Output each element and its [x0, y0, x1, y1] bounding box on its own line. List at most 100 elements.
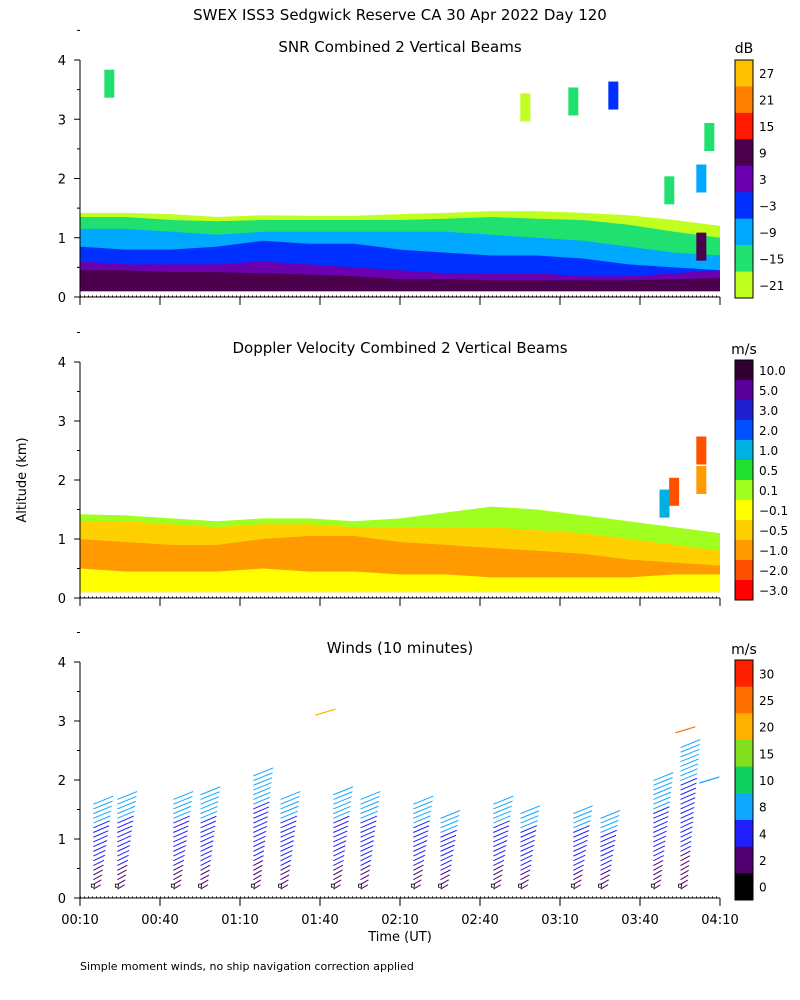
colorbar-label: 30 — [759, 667, 774, 681]
colorbar-label: 0 — [759, 881, 767, 895]
colorbar-swatch — [735, 846, 753, 874]
wind-barb — [93, 825, 110, 833]
wind-barb — [573, 844, 587, 852]
wind-barb — [200, 850, 213, 857]
wind-barb — [680, 753, 700, 763]
wind-barb — [253, 860, 264, 866]
wind-barb — [413, 859, 425, 866]
surface-marker — [678, 883, 682, 888]
colorbar-frame — [734, 359, 754, 601]
wind-profile-7 — [358, 791, 381, 890]
wind-barb — [413, 830, 429, 838]
wind-barb — [200, 805, 218, 815]
wind-barb — [173, 874, 183, 881]
wind-barb — [520, 879, 529, 885]
colorbar-swatch — [735, 560, 753, 581]
colorbar-label: 4 — [759, 827, 767, 841]
wind-barb — [173, 884, 181, 890]
wind-barb — [200, 796, 220, 805]
wind-barb — [573, 864, 584, 871]
winds-colorbar-unit: m/s — [731, 642, 757, 658]
wind-barb — [253, 777, 273, 786]
isolated-barb-1 — [675, 726, 696, 734]
wind-barb — [333, 810, 351, 819]
wind-barb — [333, 840, 347, 848]
wind-barb — [360, 874, 370, 881]
x-tick-label: 04:10 — [701, 913, 738, 928]
wind-barb — [413, 884, 421, 890]
wind-barb — [280, 869, 290, 876]
wind-barb — [653, 855, 664, 862]
wind-barb — [93, 874, 103, 881]
y-axis-label: Altitude (km) — [15, 437, 30, 522]
surface-marker — [570, 883, 575, 888]
wind-barb — [253, 830, 267, 838]
wind-profile-8 — [410, 795, 434, 890]
colorbar-label: 15 — [759, 120, 774, 134]
wind-barb — [333, 801, 352, 810]
wind-barb — [680, 879, 689, 885]
wind-barb — [333, 884, 341, 890]
wind-barb — [680, 768, 698, 777]
wind-barb — [117, 869, 127, 876]
doppler-colorbar-unit: m/s — [731, 342, 757, 358]
colorbar-swatch — [735, 686, 753, 714]
colorbar-swatch — [735, 540, 753, 561]
wind-barb — [573, 854, 586, 862]
snr-panel-title: SNR Combined 2 Vertical Beams — [278, 38, 521, 56]
wind-barb — [520, 839, 535, 848]
wind-barb — [493, 815, 511, 824]
wind-barb — [440, 844, 455, 852]
wind-barb — [360, 805, 379, 815]
wind-barb — [600, 839, 616, 848]
wind-barb — [200, 859, 212, 866]
wind-barb — [253, 821, 268, 829]
wind-barb — [93, 815, 111, 824]
wind-barb — [520, 825, 538, 833]
colorbar-label: 3 — [759, 173, 767, 187]
wind-barb — [573, 805, 593, 815]
wind-barb — [573, 874, 583, 881]
wind-barb — [333, 796, 352, 805]
wind-barb — [173, 845, 187, 852]
upper-echo-7 — [696, 232, 707, 261]
wind-barb — [653, 801, 671, 810]
wind-barb — [253, 845, 265, 852]
y-tick-label: 2 — [58, 774, 66, 789]
wind-barb — [280, 835, 295, 843]
wind-barb — [253, 874, 262, 881]
wind-barb — [280, 800, 300, 810]
wind-barb — [653, 786, 672, 796]
wind-barb — [280, 810, 298, 819]
wind-barb — [173, 810, 191, 819]
wind-barb — [117, 815, 134, 824]
wind-barb — [440, 879, 450, 885]
wind-barb — [413, 879, 422, 885]
wind-barb — [333, 845, 346, 852]
wind-barb — [253, 850, 265, 857]
wind-barb — [680, 787, 697, 796]
wind-barb — [680, 763, 699, 772]
wind-barb — [493, 840, 508, 848]
wind-barb — [440, 824, 458, 833]
wind-barb — [493, 810, 512, 819]
wind-barb — [680, 777, 698, 786]
wind-barb — [680, 821, 694, 829]
wind-barb — [493, 805, 513, 815]
wind-barb — [413, 805, 433, 815]
wind-barb — [573, 834, 589, 843]
wind-barb — [93, 830, 109, 838]
colorbar-swatch — [735, 793, 753, 821]
wind-barb — [333, 874, 342, 881]
colorbar-label: 10.0 — [759, 364, 786, 378]
wind-barb — [117, 791, 138, 800]
wind-barb — [680, 739, 701, 749]
wind-barb — [440, 834, 457, 843]
wind-barb — [360, 869, 370, 876]
colorbar-swatch — [735, 460, 753, 481]
wind-profile-14 — [650, 772, 674, 890]
wind-barb — [493, 820, 510, 829]
wind-barb — [93, 864, 104, 871]
wind-barb — [333, 864, 344, 871]
wind-barb — [413, 815, 431, 824]
